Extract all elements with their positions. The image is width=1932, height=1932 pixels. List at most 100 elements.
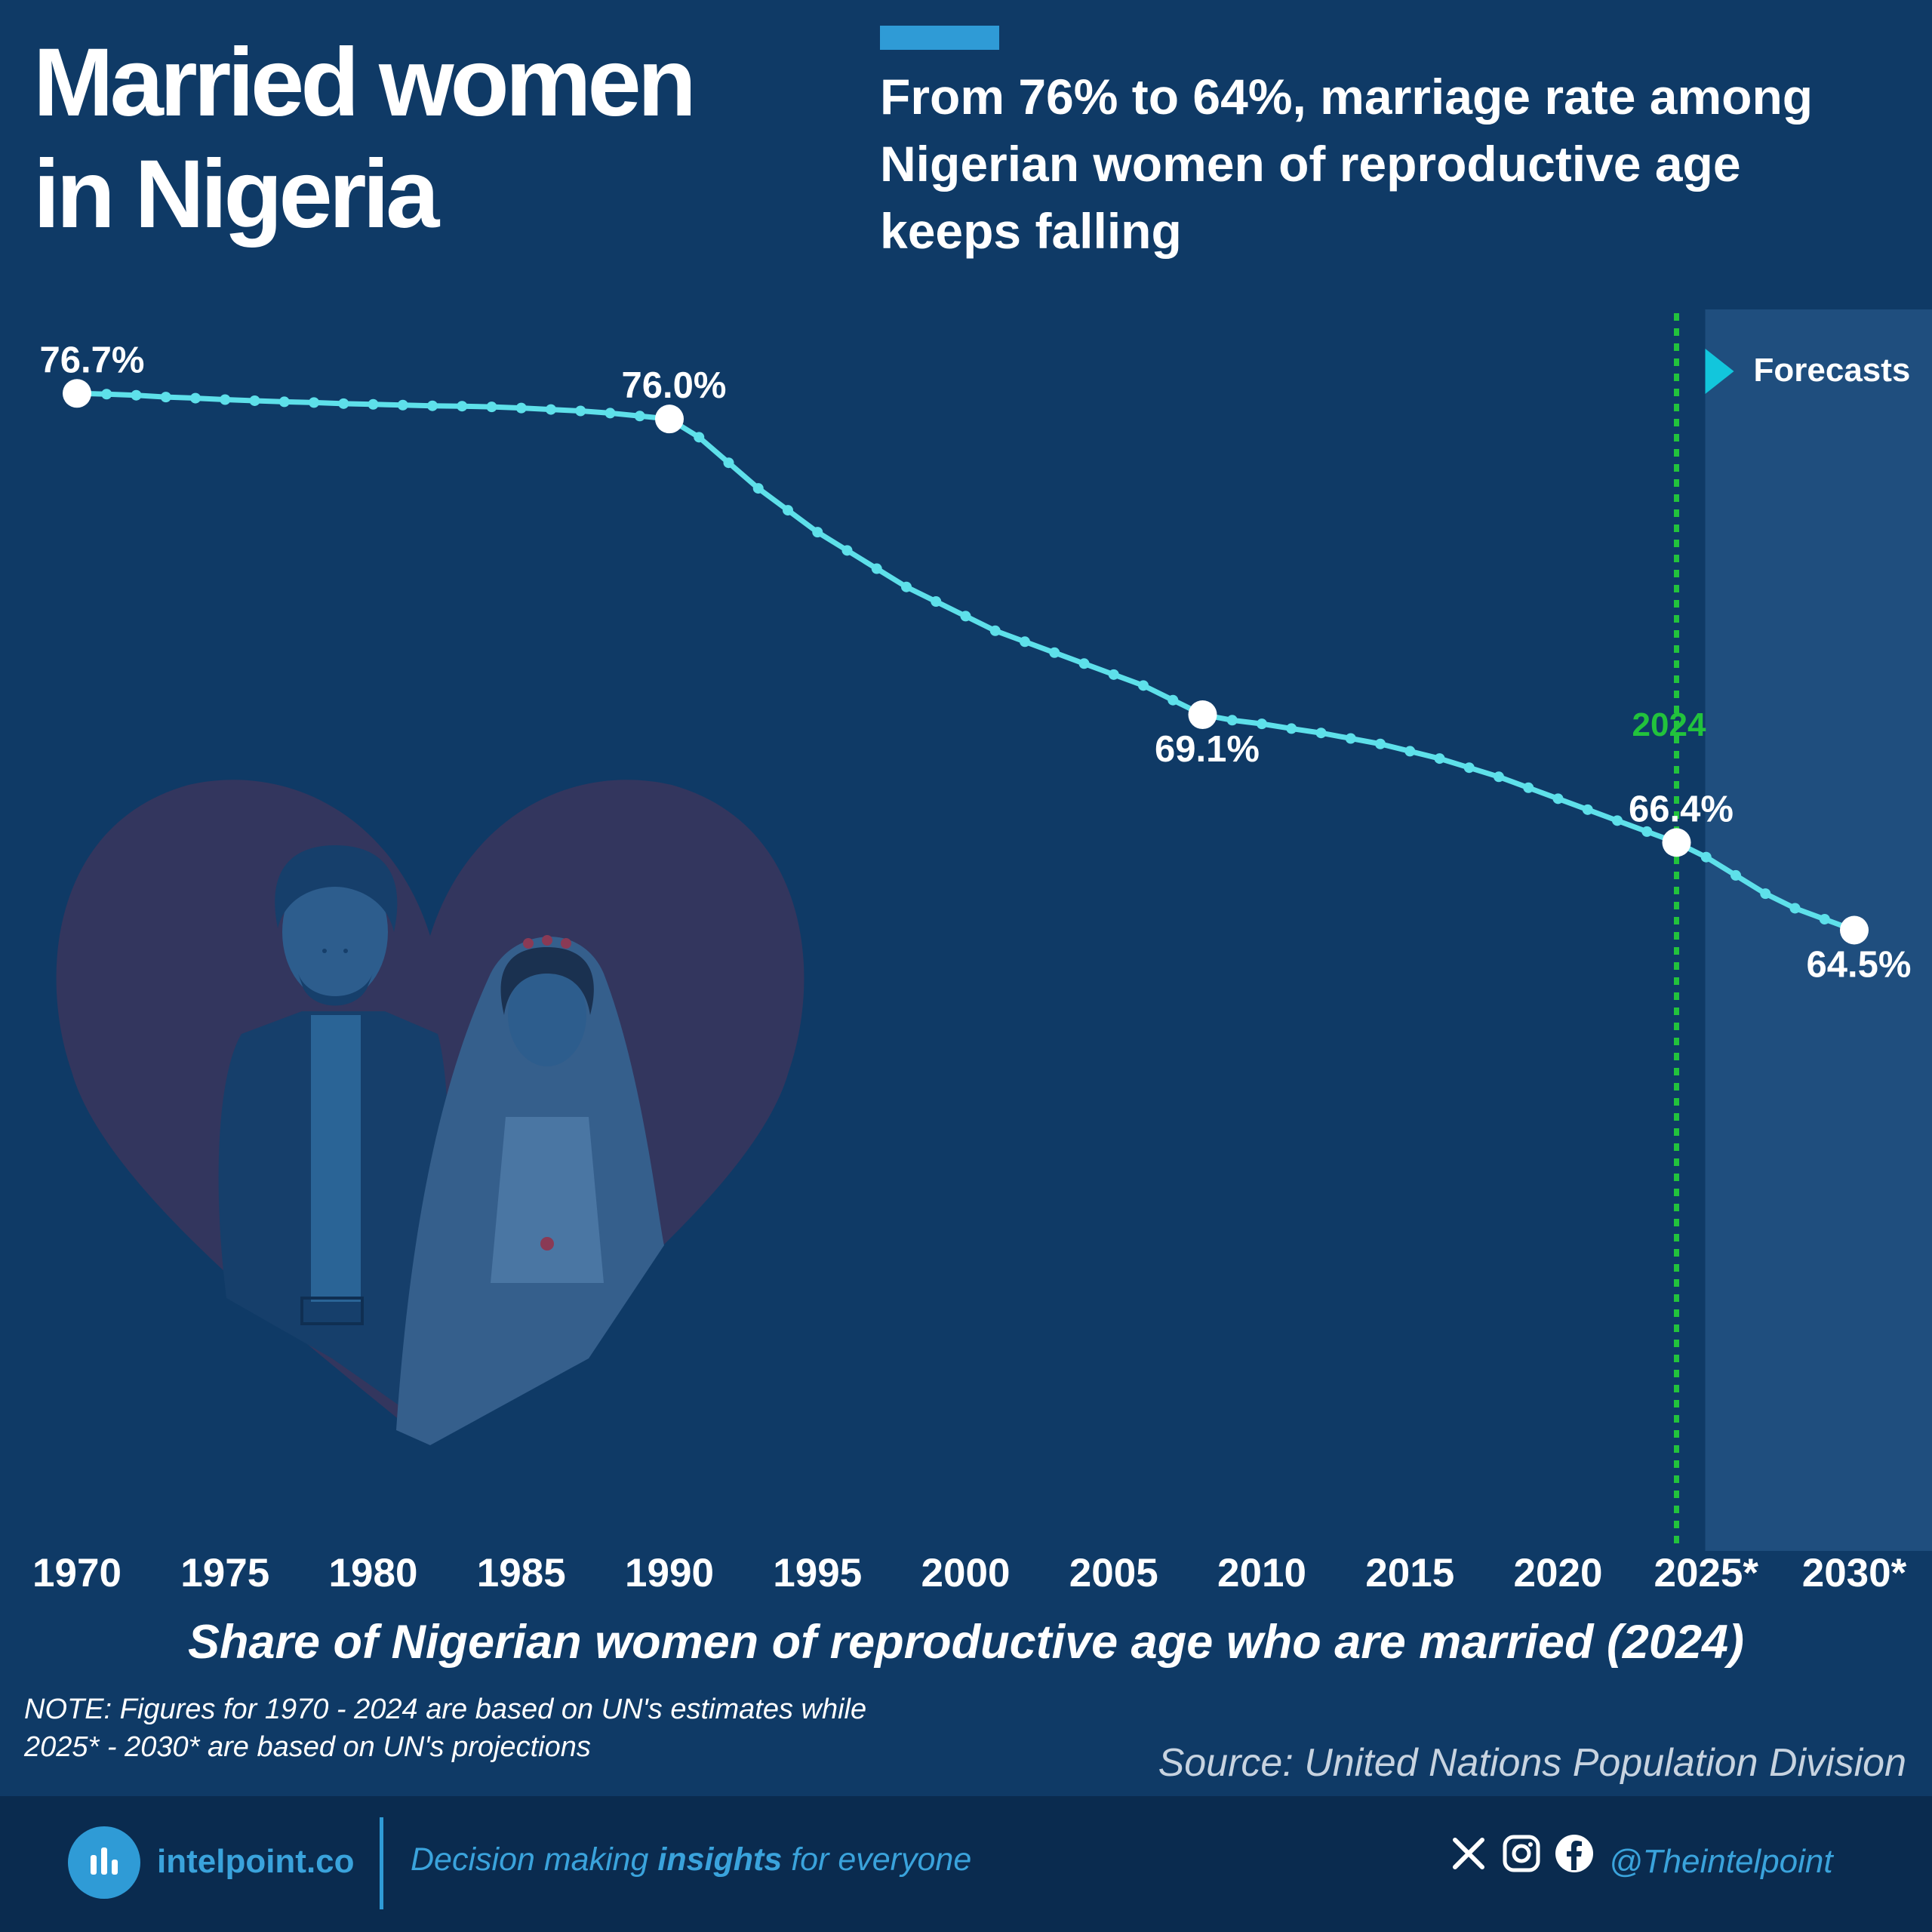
instagram-icon[interactable] [1500,1832,1543,1875]
data-point-1982 [427,400,438,411]
x-tick-label-1985: 1985 [477,1551,566,1595]
data-point-2005 [1108,669,1119,680]
data-point-2013 [1345,733,1356,744]
data-point-1980 [368,398,379,410]
subtitle-line-1: From 76% to 64%, marriage rate among [880,69,1814,125]
data-point-1984 [486,401,497,413]
data-point-2025 [1700,851,1712,863]
data-point-2029 [1819,913,1830,924]
data-point-2020 [1552,793,1564,804]
x-tick-label-1970: 1970 [32,1551,122,1595]
data-point-2027 [1760,888,1771,900]
data-point-2014 [1375,738,1386,749]
footer-divider [380,1817,383,1909]
data-point-2023 [1641,826,1653,837]
tagline-pre: Decision making [411,1841,658,1878]
data-point-1983 [457,401,468,412]
data-point-1978 [309,397,319,408]
data-point-2011 [1286,723,1297,734]
data-point-1986 [546,404,556,415]
title-line-1: Married women [33,29,697,137]
page-title: Married women in Nigeria [33,27,826,251]
subtitle: From 76% to 64%, marriage rate among Nig… [880,63,1914,265]
marker-label-2024: 2024 [1632,706,1706,743]
note-line-2: 2025* - 2030* are based on UN's projecti… [24,1731,591,1763]
line-chart: Forecasts 2024 76.7% 76.0% 69.1% 66.4% 64.5%… [32,309,1932,1595]
highlight-point-1970 [63,379,91,408]
subtitle-line-3: keeps falling [880,203,1182,259]
data-point-1971 [101,389,112,400]
data-point-2004 [1078,658,1090,669]
data-point-2001 [989,625,1001,636]
data-point-1987 [575,405,586,417]
social-handle[interactable]: @Theintelpoint [1609,1843,1833,1880]
groom-figure [218,845,450,1411]
data-point-1985 [515,402,527,414]
data-point-1992 [723,457,734,469]
play-triangle-icon [1705,349,1734,394]
x-tick-label-2005: 2005 [1069,1551,1158,1595]
data-point-1977 [278,396,290,408]
bar-chart-logo-icon [68,1826,140,1899]
data-label-2024: 66.4% [1629,789,1734,829]
data-point-1996 [841,545,853,556]
x-logo-icon[interactable] [1447,1832,1490,1875]
data-point-1988 [605,408,616,419]
data-point-1972 [131,389,142,401]
data-point-2003 [1049,647,1060,658]
bride-figure [396,935,664,1445]
data-point-1973 [160,392,171,403]
data-point-2026 [1730,869,1741,881]
tagline-bold: insights [657,1841,783,1878]
x-tick-label-1975: 1975 [180,1551,269,1595]
data-point-2022 [1612,815,1623,826]
data-point-1994 [783,505,793,516]
x-tick-label-2025: 2025* [1654,1551,1758,1595]
highlight-point-2030 [1840,915,1869,945]
data-point-2021 [1582,804,1593,815]
note-text: NOTE: Figures for 1970 - 2024 are based … [24,1690,1020,1766]
data-point-1981 [397,399,408,411]
data-point-2016 [1434,753,1445,764]
data-point-2018 [1494,771,1504,783]
data-point-1976 [249,395,260,406]
x-tick-label-2010: 2010 [1217,1551,1306,1595]
data-label-2008: 69.1% [1155,729,1260,770]
x-tick-label-2030: 2030* [1802,1551,1907,1595]
data-point-1993 [752,483,764,494]
x-tick-label-1995: 1995 [773,1551,862,1595]
data-point-2015 [1404,746,1416,757]
forecast-label: Forecasts [1754,352,1911,389]
accent-bar [880,26,999,50]
x-axis-label: Share of Nigerian women of reproductive … [187,1616,1745,1669]
couple-heart-illustration [56,780,804,1445]
tagline-post: for everyone [782,1841,972,1878]
brand-link[interactable]: intelpoint.co [157,1843,355,1880]
x-tick-label-1990: 1990 [625,1551,714,1595]
data-point-2010 [1257,718,1267,730]
data-point-1997 [871,563,882,574]
data-point-1991 [694,432,705,443]
footer: intelpoint.co Decision making insights f… [0,1796,1932,1932]
data-point-1999 [931,596,942,608]
data-point-2012 [1315,728,1327,739]
subtitle-line-2: Nigerian women of reproductive age [880,136,1741,192]
highlight-point-2008 [1188,700,1217,730]
data-point-1975 [220,394,231,405]
facebook-icon[interactable] [1553,1832,1595,1875]
data-point-1979 [338,398,349,409]
data-point-2028 [1789,903,1801,914]
x-tick-label-2015: 2015 [1365,1551,1454,1595]
data-point-2009 [1226,715,1238,726]
data-point-1998 [901,581,912,592]
x-tick-label-1980: 1980 [329,1551,418,1595]
data-point-1995 [812,527,823,538]
data-point-2006 [1138,680,1149,691]
data-point-2000 [960,611,971,622]
forecast-band [1705,309,1932,1551]
data-point-1974 [190,392,201,404]
data-point-2007 [1168,694,1179,706]
highlight-point-1990 [655,405,684,434]
tagline: Decision making insights for everyone [411,1841,971,1878]
title-line-2: in Nigeria [33,140,439,248]
